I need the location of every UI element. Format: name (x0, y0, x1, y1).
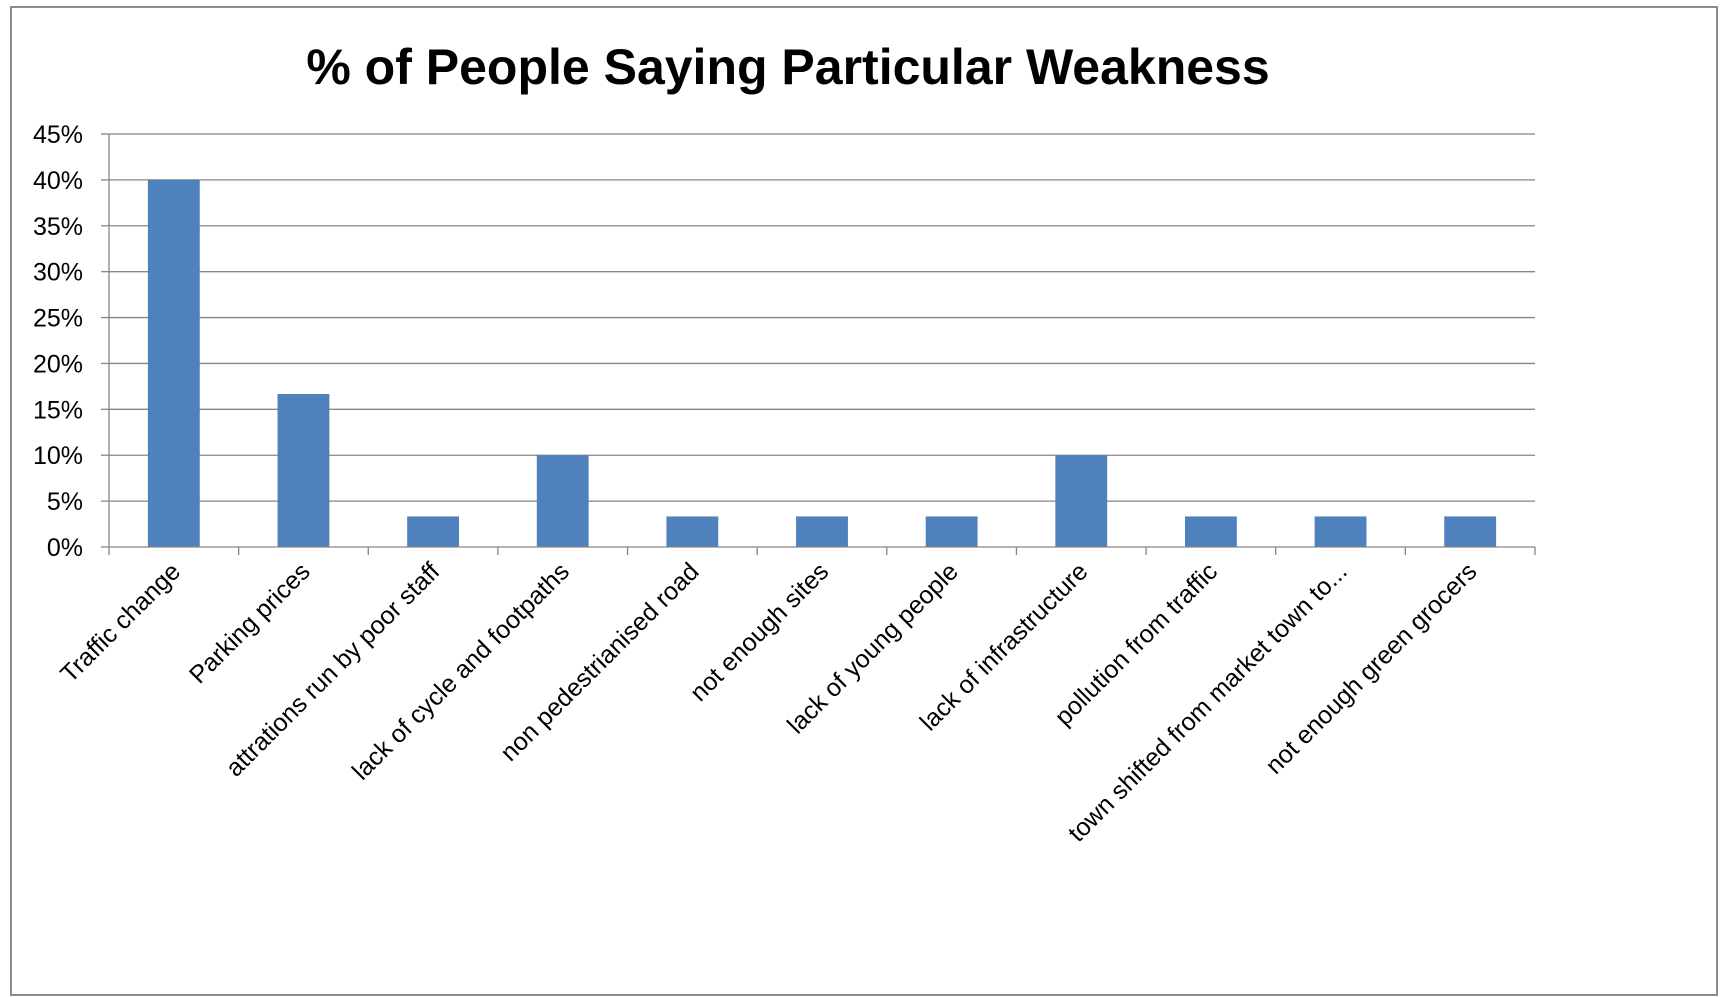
bar (666, 516, 719, 547)
bar (1444, 516, 1497, 547)
y-tick-label: 0% (47, 534, 83, 562)
x-category-label: attrations run by poor staff (220, 557, 445, 782)
x-category-label: lack of cycle and footpaths (347, 557, 575, 785)
bar (796, 516, 848, 547)
bar (277, 394, 330, 547)
bar (1055, 455, 1108, 547)
x-category-label: Traffic change (55, 557, 186, 688)
bars (147, 179, 1497, 547)
x-category-label: not enough green grocers (1260, 557, 1482, 779)
x-category-label: Parking prices (184, 557, 316, 689)
chart-frame: % of People Saying Particular Weakness 0… (10, 6, 1718, 996)
y-tick-label: 40% (33, 167, 83, 195)
x-category-label: town shifted from market town to... (1063, 557, 1353, 847)
gridlines (109, 133, 1535, 502)
chart-title: % of People Saying Particular Weakness (306, 39, 1269, 95)
bar (1184, 516, 1237, 547)
y-tick-label: 15% (33, 396, 83, 424)
x-axis (108, 134, 1536, 555)
bar (1314, 516, 1367, 547)
y-tick-label: 10% (33, 442, 83, 470)
y-axis-tick-labels: 0% 5% 10% 15% 20% 25% 30% 35% 40% 45% (33, 121, 109, 562)
y-tick-label: 25% (33, 305, 83, 333)
bar (147, 179, 200, 547)
y-tick-label: 5% (47, 488, 83, 516)
bar (407, 516, 460, 547)
y-tick-label: 45% (33, 121, 83, 149)
y-tick-label: 30% (33, 259, 83, 287)
bar-chart: % of People Saying Particular Weakness 0… (33, 39, 1536, 847)
x-category-label: not enough sites (685, 557, 835, 707)
bar (536, 455, 589, 547)
y-tick-label: 20% (33, 350, 83, 378)
y-tick-label: 35% (33, 213, 83, 241)
bar (925, 516, 978, 547)
